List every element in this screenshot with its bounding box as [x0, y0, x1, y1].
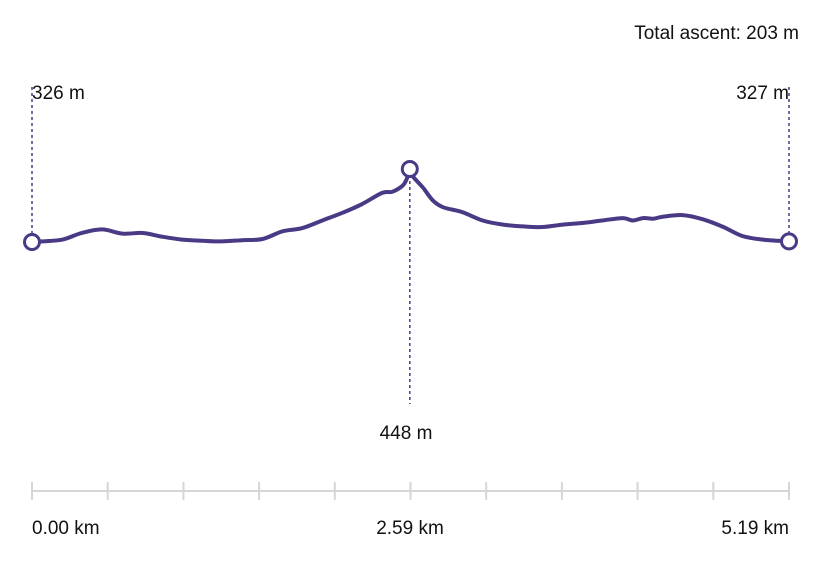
end-point-marker: [780, 232, 798, 251]
start-elevation-label: 326 m: [32, 83, 85, 104]
axis-end-label: 5.19 km: [721, 518, 789, 539]
axis-start-label: 0.00 km: [32, 518, 100, 539]
peak-point-marker: [400, 160, 419, 178]
start-point-marker: [23, 233, 41, 251]
peak-elevation-label: 448 m: [380, 423, 433, 444]
end-elevation-label: 327 m: [736, 83, 789, 104]
axis-mid-label: 2.59 km: [376, 518, 444, 539]
distance-axis-ticks: [31, 482, 790, 500]
total-ascent-label: Total ascent: 203 m: [634, 23, 799, 44]
